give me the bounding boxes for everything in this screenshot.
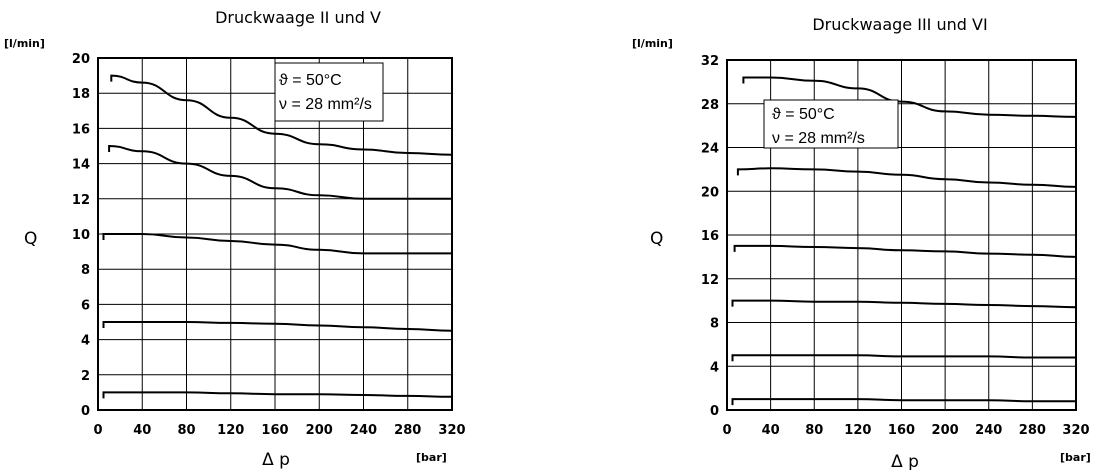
chart-left-frame <box>97 57 453 411</box>
chart-left-curve <box>110 74 453 156</box>
chart-left-x-tick-label: 320 <box>438 423 465 438</box>
chart-right-x-tick-label: 240 <box>975 423 1002 438</box>
chart-left-y-unit: [l/min] <box>4 37 45 50</box>
chart-left-x-tick-label: 80 <box>177 423 195 438</box>
chart-right-y-tick-label: 28 <box>701 98 719 113</box>
chart-left-x-tick-label: 40 <box>133 423 151 438</box>
chart-left-y-tick-label: 6 <box>81 298 90 313</box>
chart-left-y-tick-label: 2 <box>81 369 90 384</box>
chart-right-x-tick-label: 0 <box>722 423 731 438</box>
chart-right-curve <box>733 244 1077 258</box>
chart-left-x-tick-label: 120 <box>217 423 244 438</box>
chart-left-annotation-temp: ϑ = 50°C <box>279 72 342 89</box>
chart-left-y-tick-label: 18 <box>72 87 90 102</box>
chart-right-curve <box>731 299 1077 309</box>
chart-left-y-tick-label: 0 <box>81 404 90 419</box>
chart-right-title: Druckwaage III und VI <box>812 15 987 34</box>
chart-right-y-tick-label: 20 <box>701 185 719 200</box>
chart-left-x-label: Δ p <box>262 450 290 470</box>
chart-right-y-unit: [l/min] <box>632 37 673 50</box>
chart-left-x-tick-label: 0 <box>93 423 102 438</box>
chart-right-annotation-visc: ν = 28 mm²/s <box>772 130 865 147</box>
chart-right-y-tick-label: 8 <box>710 317 719 332</box>
chart-left-y-label: Q <box>24 229 37 249</box>
chart-left-y-tick-label: 16 <box>72 122 90 137</box>
chart-right-x-tick-label: 160 <box>888 423 915 438</box>
chart-left-x-unit: [bar] <box>416 451 447 464</box>
chart-right-y-label: Q <box>650 229 663 249</box>
chart-left-annotation-box <box>274 62 384 122</box>
chart-right-annotation-box <box>763 99 899 149</box>
chart-left-x-tick-label: 160 <box>261 423 288 438</box>
chart-right-x-unit: [bar] <box>1060 451 1091 464</box>
chart-left-x-tick-label: 280 <box>394 423 421 438</box>
chart-right-x-tick-label: 280 <box>1019 423 1046 438</box>
chart-left-y-tick-label: 20 <box>72 52 90 67</box>
chart-left-y-tick-label: 10 <box>72 228 90 243</box>
chart-right-x-label: Δ p <box>891 452 919 470</box>
chart-right-y-tick-label: 4 <box>710 360 719 375</box>
chart-right-ticks: 0 40 80 120 160 200 240 280 320 0 4 8 12 16 20 24 28 32 <box>701 54 1090 438</box>
chart-right-annotation-temp: ϑ = 50°C <box>772 106 835 123</box>
chart-right-y-tick-label: 16 <box>701 229 719 244</box>
chart-right-y-tick-label: 24 <box>701 142 719 157</box>
chart-right-y-tick-label: 0 <box>710 404 719 419</box>
chart-right-x-tick-label: 80 <box>805 423 823 438</box>
chart-left-y-tick-label: 12 <box>72 193 90 208</box>
chart-left-y-tick-label: 8 <box>81 263 90 278</box>
chart-right-x-tick-label: 120 <box>844 423 871 438</box>
chart-right-curves <box>731 76 1077 406</box>
chart-right-curve <box>736 167 1077 188</box>
chart-right-annotation: ϑ = 50°C ν = 28 mm²/s <box>763 99 899 149</box>
chart-left-title: Druckwaage II und V <box>215 8 381 27</box>
chart-left-y-tick-label: 14 <box>72 158 90 173</box>
chart-left-y-tick-label: 4 <box>81 334 90 349</box>
chart-right-curve <box>731 398 1076 406</box>
chart-right-x-tick-label: 200 <box>932 423 959 438</box>
chart-right-y-tick-label: 12 <box>701 273 719 288</box>
chart-left-curves <box>102 74 453 399</box>
chart-left-annotation-visc: ν = 28 mm²/s <box>279 96 372 113</box>
chart-left: Druckwaage II und V [l/min] Q Δ p [bar] … <box>4 8 466 470</box>
chart-right-frame <box>726 59 1077 411</box>
chart-right-x-tick-label: 40 <box>762 423 780 438</box>
chart-right-y-tick-label: 32 <box>701 54 719 69</box>
chart-left-x-tick-label: 240 <box>350 423 377 438</box>
chart-right-curve <box>731 354 1076 362</box>
chart-right-curve <box>742 76 1077 118</box>
chart-left-annotation: ϑ = 50°C ν = 28 mm²/s <box>274 62 384 122</box>
chart-right-x-tick-label: 320 <box>1062 423 1089 438</box>
chart-left-ticks: 0 40 80 120 160 200 240 280 320 0 2 4 6 8 10 12 14 16 18 20 <box>72 52 466 438</box>
chart-left-curve <box>102 321 453 332</box>
chart-left-x-tick-label: 200 <box>306 423 333 438</box>
chart-left-curve <box>102 233 452 255</box>
chart-left-curve <box>102 391 453 399</box>
chart-left-curve <box>108 144 452 200</box>
chart-right: Druckwaage III und VI [l/min] Q Δ p [bar… <box>632 15 1091 470</box>
